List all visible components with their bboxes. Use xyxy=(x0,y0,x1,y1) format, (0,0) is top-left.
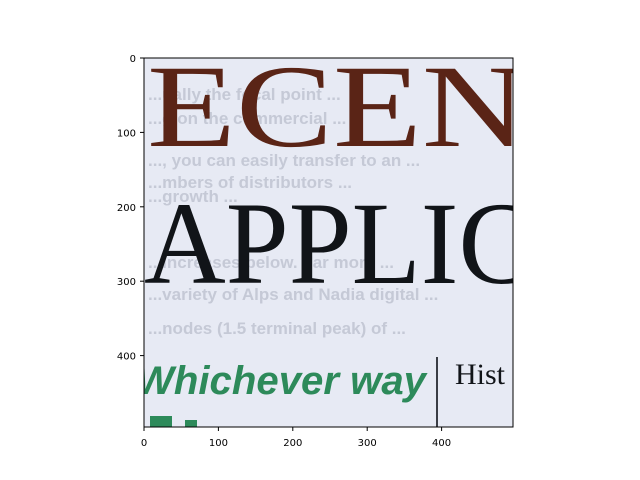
green-partial-glyph xyxy=(150,416,172,427)
heading-middle-text: APPLIC xyxy=(144,178,534,309)
x-tick-label: 100 xyxy=(209,438,228,449)
y-tick-label: 400 xyxy=(117,352,136,363)
ghost-line: ...growth ... xyxy=(148,187,238,206)
x-tick-label: 400 xyxy=(432,438,451,449)
axes-frame xyxy=(143,57,514,428)
green-partial-glyph xyxy=(185,420,197,427)
ghost-line: ...nodes (1.5 terminal peak) of ... xyxy=(148,319,406,338)
x-tick-label: 300 xyxy=(358,438,377,449)
column-rule xyxy=(436,357,438,427)
x-tick-label: 0 xyxy=(141,438,147,449)
document-image: ...ually the focal point ... ...g on the… xyxy=(136,41,534,427)
green-subheading-text: Whichever way xyxy=(136,359,428,403)
y-axis: 0 100 200 300 400 xyxy=(117,54,144,363)
y-tick-label: 200 xyxy=(117,203,136,214)
y-tick-label: 0 xyxy=(130,54,136,65)
ghost-line: ...mbers of distributors ... xyxy=(148,173,352,192)
ghost-line: ...variety of Alps and Nadia digital ... xyxy=(148,285,438,304)
ghost-line: ...ually the focal point ... xyxy=(148,85,341,104)
y-tick-label: 300 xyxy=(117,277,136,288)
right-column-text: Hist xyxy=(455,358,506,391)
ghost-line: ...increases below. Far more ... xyxy=(148,253,394,272)
x-axis: 0 100 200 300 400 xyxy=(141,427,451,449)
ghost-text-group: ...ually the focal point ... ...g on the… xyxy=(148,85,438,338)
y-tick-label: 100 xyxy=(117,128,136,139)
x-tick-label: 200 xyxy=(283,438,302,449)
page-background xyxy=(144,58,513,427)
ghost-line: ..., you can easily transfer to an ... xyxy=(148,151,420,170)
ghost-line: ...g on the commercial ... xyxy=(148,109,346,128)
heading-top-text: ECEN xyxy=(147,41,527,172)
